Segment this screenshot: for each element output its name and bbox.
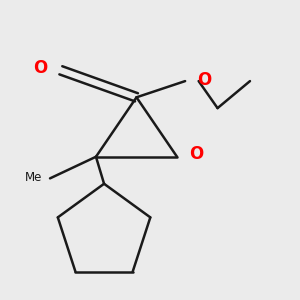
Text: O: O: [197, 71, 212, 89]
Text: O: O: [189, 145, 203, 163]
Text: Me: Me: [25, 170, 42, 184]
Text: O: O: [34, 58, 48, 76]
